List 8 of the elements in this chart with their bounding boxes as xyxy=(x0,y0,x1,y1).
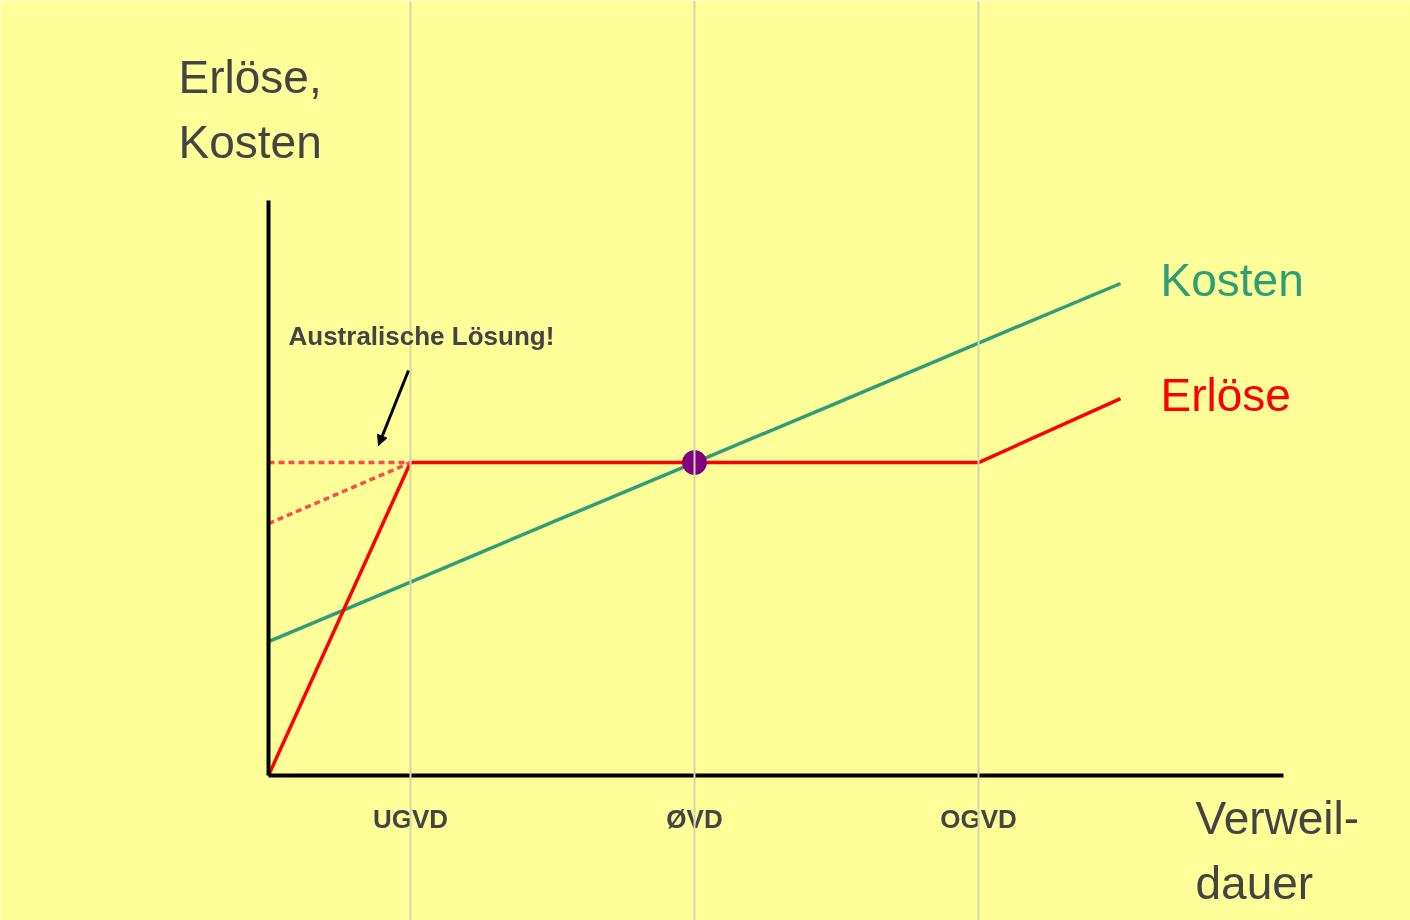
y-axis-title: Erlöse, Kosten xyxy=(178,50,322,168)
annotation: Australische Lösung! xyxy=(288,320,555,351)
x-axis-title: Verweil- dauer xyxy=(1195,791,1360,909)
series-label: Kosten xyxy=(1160,253,1304,306)
series-label: Erlöse xyxy=(1160,368,1291,421)
x-tick-label: ØVD xyxy=(666,803,723,834)
x-tick-label: OGVD xyxy=(940,803,1017,834)
x-tick-label: UGVD xyxy=(372,803,449,834)
